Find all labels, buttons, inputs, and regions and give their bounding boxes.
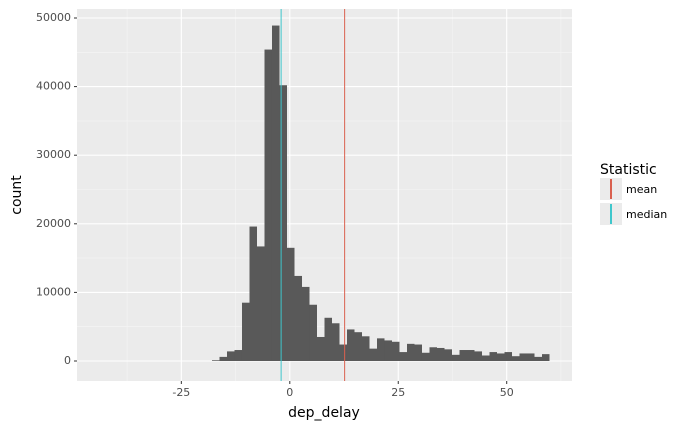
bar — [489, 352, 497, 361]
bar — [452, 354, 460, 361]
bar — [211, 360, 220, 361]
bar — [534, 356, 543, 361]
y-tick-label: 50000 — [36, 11, 71, 24]
bar — [369, 348, 378, 361]
bar — [437, 347, 445, 361]
y-tick-label: 10000 — [36, 285, 71, 298]
x-tick-label: -25 — [172, 386, 190, 399]
bar — [249, 226, 258, 361]
bar — [332, 323, 340, 361]
bar — [542, 354, 550, 361]
bar — [459, 350, 468, 361]
bar — [414, 344, 422, 361]
bar — [271, 25, 280, 361]
bar — [346, 329, 355, 361]
vlines — [280, 9, 346, 381]
y-tick-label: 20000 — [36, 217, 71, 230]
bar — [527, 353, 535, 361]
bar — [421, 352, 430, 361]
bar — [227, 351, 235, 361]
x-axis-title: dep_delay — [288, 405, 360, 421]
bar — [234, 350, 242, 361]
bar — [519, 353, 528, 361]
y-axis-title: count — [9, 175, 25, 215]
bar — [512, 356, 520, 361]
bar — [496, 353, 505, 361]
legend-label: median — [626, 208, 667, 221]
bar — [339, 344, 347, 361]
bar — [399, 352, 408, 361]
bar — [384, 340, 392, 361]
legend-label: mean — [626, 183, 657, 196]
legend-title: Statistic — [600, 162, 657, 178]
bar — [286, 247, 295, 361]
bar — [482, 355, 490, 361]
bar — [444, 349, 453, 361]
y-tick-label: 40000 — [36, 80, 71, 93]
bar — [377, 338, 385, 361]
bar — [504, 352, 513, 361]
bar — [264, 49, 272, 361]
bar — [391, 341, 400, 361]
bar — [467, 350, 475, 361]
bar — [407, 343, 415, 361]
bar — [354, 332, 363, 361]
x-tick-label: 50 — [500, 386, 514, 399]
bar — [241, 302, 250, 361]
bar — [219, 356, 228, 361]
bar — [316, 336, 325, 361]
x-tick-label: 25 — [391, 386, 405, 399]
bar — [474, 351, 483, 361]
bars — [211, 25, 550, 361]
bar — [324, 317, 333, 361]
bar — [302, 286, 310, 361]
y-tick-label: 30000 — [36, 148, 71, 161]
bar — [294, 275, 303, 361]
bar — [279, 85, 287, 361]
y-tick-label: 0 — [64, 354, 71, 367]
legend: mean median — [600, 178, 667, 225]
x-tick-label: 0 — [286, 386, 293, 399]
bar — [362, 336, 370, 361]
bar — [257, 246, 265, 361]
axes: 0 10000 20000 30000 40000 50000 -25 0 25 50 — [36, 11, 514, 399]
bar — [429, 347, 438, 361]
bar — [309, 304, 317, 361]
